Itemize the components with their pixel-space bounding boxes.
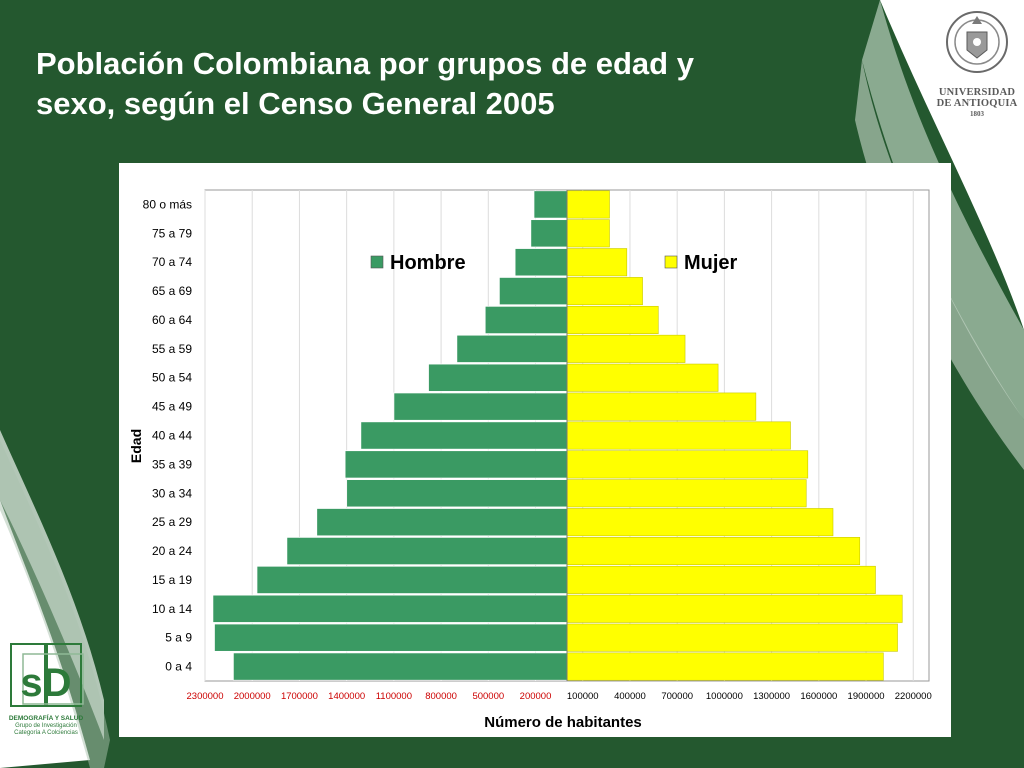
age-group-label: 75 a 79 bbox=[152, 226, 192, 240]
bar-hombre bbox=[214, 623, 568, 652]
age-group-label: 10 a 14 bbox=[152, 602, 192, 616]
x-tick-label-left: 1400000 bbox=[328, 691, 365, 702]
x-tick-label-left: 2000000 bbox=[234, 691, 271, 702]
x-tick-label-right: 1900000 bbox=[848, 691, 885, 702]
x-tick-label-right: 1600000 bbox=[800, 691, 837, 702]
group-subtitle: Grupo de Investigación bbox=[15, 723, 77, 729]
sd-mark-icon: sD bbox=[10, 643, 84, 707]
bar-mujer bbox=[566, 277, 643, 306]
x-tick-label-left: 2300000 bbox=[187, 691, 224, 702]
bar-hombre bbox=[393, 392, 568, 421]
bar-mujer bbox=[566, 190, 610, 219]
x-tick-label-left: 800000 bbox=[425, 691, 457, 702]
legend-swatch-mujer bbox=[664, 255, 678, 269]
bar-hombre bbox=[530, 219, 568, 248]
bar-hombre bbox=[256, 565, 568, 595]
age-group-label: 5 a 9 bbox=[165, 631, 192, 645]
legend-swatch-hombre bbox=[370, 255, 384, 269]
bar-mujer bbox=[566, 537, 861, 566]
group-name: DEMOGRAFÍA Y SALUD bbox=[8, 715, 84, 722]
age-group-label: 30 a 34 bbox=[152, 486, 192, 500]
bar-mujer bbox=[566, 652, 884, 681]
x-tick-label-right: 100000 bbox=[567, 691, 599, 702]
bar-hombre bbox=[428, 363, 568, 392]
university-name-line-2: DE ANTIOQUIA bbox=[936, 98, 1018, 109]
bar-mujer bbox=[566, 508, 834, 537]
x-tick-label-left: 1100000 bbox=[376, 691, 412, 702]
bar-hombre bbox=[514, 248, 568, 277]
chart-panel: 0 a 4 5 a 9 10 a 14 15 a 19 20 a 24 25 a 29 30… bbox=[119, 163, 951, 737]
age-group-label: 65 a 69 bbox=[152, 284, 192, 298]
university-year: 1803 bbox=[970, 110, 984, 118]
age-group-label: 50 a 54 bbox=[152, 371, 192, 385]
bar-hombre bbox=[346, 479, 568, 508]
bar-mujer bbox=[566, 421, 791, 450]
university-seal-icon bbox=[946, 11, 1008, 73]
legend-label-mujer: Mujer bbox=[684, 252, 738, 274]
bar-hombre bbox=[344, 450, 568, 479]
university-name-line-1: UNIVERSIDAD bbox=[938, 87, 1016, 98]
age-group-labels: 0 a 4 5 a 9 10 a 14 15 a 19 20 a 24 25 a 29 30… bbox=[143, 197, 193, 673]
age-group-label: 15 a 19 bbox=[152, 573, 192, 587]
bar-mujer bbox=[566, 392, 757, 421]
legend: Hombre Mujer bbox=[370, 252, 738, 274]
x-tick-label-right: 400000 bbox=[614, 691, 646, 702]
bar-mujer bbox=[566, 450, 809, 479]
y-axis-label: Edad bbox=[128, 429, 144, 463]
bar-mujer bbox=[566, 623, 898, 652]
bar-hombre bbox=[232, 652, 568, 681]
bar-hombre bbox=[360, 421, 568, 450]
sd-mark-text: sD bbox=[20, 661, 71, 705]
x-tick-labels: 2300000 2000000 1700000 1400000 1100000 80000… bbox=[187, 691, 932, 702]
x-tick-label-left: 500000 bbox=[472, 691, 504, 702]
x-tick-label-right: 2200000 bbox=[895, 691, 932, 702]
age-group-label: 60 a 64 bbox=[152, 313, 192, 327]
bars bbox=[212, 190, 903, 681]
bar-mujer bbox=[566, 565, 876, 594]
bar-hombre bbox=[456, 334, 568, 363]
age-group-label: 35 a 39 bbox=[152, 457, 192, 471]
group-category: Categoría A Colciencias bbox=[14, 730, 78, 736]
legend-label-hombre: Hombre bbox=[390, 252, 466, 274]
age-group-label: 25 a 29 bbox=[152, 515, 192, 529]
age-group-label: 0 a 4 bbox=[165, 660, 192, 674]
bar-hombre bbox=[316, 508, 568, 537]
x-tick-label-left: 200000 bbox=[520, 691, 552, 702]
research-group-logo: sD DEMOGRAFÍA Y SALUD Grupo de Investiga… bbox=[0, 640, 92, 750]
x-tick-label-right: 700000 bbox=[661, 691, 693, 702]
age-group-label: 45 a 49 bbox=[152, 400, 192, 414]
bar-mujer bbox=[566, 363, 719, 392]
age-group-label: 70 a 74 bbox=[152, 255, 192, 269]
university-logo: UNIVERSIDAD DE ANTIOQUIA 1803 bbox=[930, 2, 1024, 128]
bar-mujer bbox=[566, 334, 686, 363]
bar-hombre bbox=[533, 190, 568, 219]
bar-mujer bbox=[566, 594, 903, 623]
bar-hombre bbox=[212, 594, 568, 623]
age-group-label: 20 a 24 bbox=[152, 544, 192, 558]
bar-hombre bbox=[498, 276, 568, 306]
x-tick-label-right: 1000000 bbox=[706, 691, 743, 702]
bar-mujer bbox=[566, 479, 807, 508]
x-axis-label: Número de habitantes bbox=[484, 714, 642, 731]
bar-hombre bbox=[484, 305, 568, 335]
age-group-label: 55 a 59 bbox=[152, 342, 192, 356]
age-group-label: 80 o más bbox=[143, 197, 192, 211]
title-line-2: sexo, según el Censo General 2005 bbox=[36, 86, 555, 121]
x-tick-label-left: 1700000 bbox=[281, 691, 318, 702]
x-tick-label-right: 1300000 bbox=[753, 691, 790, 702]
bar-mujer bbox=[566, 219, 610, 248]
slide-title: Población Colombiana por grupos de edad … bbox=[36, 44, 796, 124]
bar-mujer bbox=[566, 305, 659, 334]
population-pyramid-chart: 0 a 4 5 a 9 10 a 14 15 a 19 20 a 24 25 a 29 30… bbox=[128, 189, 932, 731]
bar-hombre bbox=[286, 536, 568, 566]
bar-mujer bbox=[566, 248, 628, 277]
age-group-label: 40 a 44 bbox=[152, 429, 192, 443]
title-line-1: Población Colombiana por grupos de edad … bbox=[36, 46, 694, 81]
